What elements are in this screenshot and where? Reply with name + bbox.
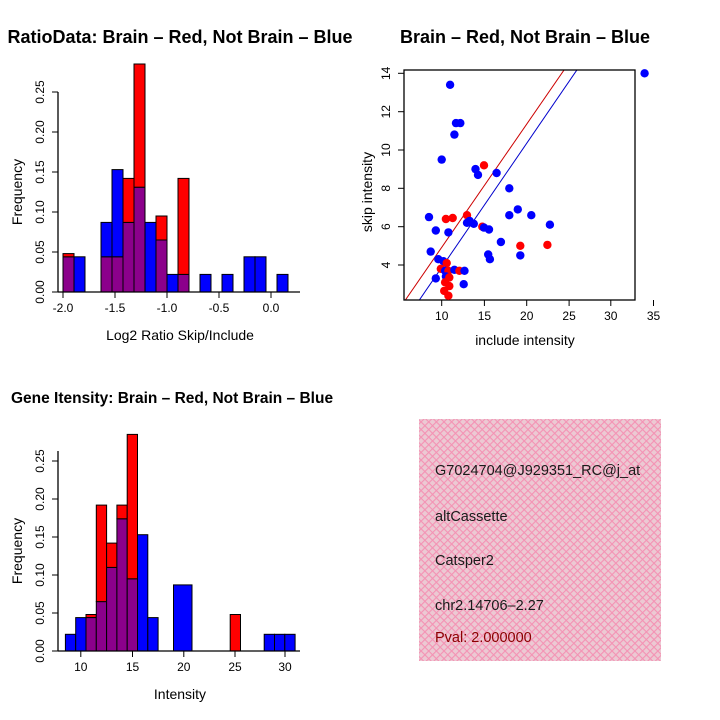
svg-text:Pval: 2.000000: Pval: 2.000000 bbox=[435, 630, 532, 646]
svg-text:6: 6 bbox=[379, 223, 393, 230]
svg-text:Gene Itensity: Brain – Red, No: Gene Itensity: Brain – Red, Not Brain – … bbox=[11, 390, 334, 407]
svg-text:-1.0: -1.0 bbox=[157, 301, 178, 315]
svg-text:-0.5: -0.5 bbox=[209, 301, 230, 315]
svg-text:8: 8 bbox=[379, 185, 393, 192]
svg-text:0.15: 0.15 bbox=[33, 160, 47, 184]
svg-text:0.00: 0.00 bbox=[33, 280, 47, 304]
svg-text:0.25: 0.25 bbox=[33, 80, 47, 104]
svg-text:-2.0: -2.0 bbox=[53, 301, 74, 315]
svg-text:0.00: 0.00 bbox=[33, 639, 47, 663]
svg-text:Frequency: Frequency bbox=[9, 518, 25, 584]
svg-text:15: 15 bbox=[126, 660, 140, 674]
svg-text:10: 10 bbox=[379, 143, 393, 157]
svg-text:0.10: 0.10 bbox=[33, 200, 47, 224]
svg-text:15: 15 bbox=[478, 309, 492, 323]
svg-text:G7024704@J929351_RC@j_at: G7024704@J929351_RC@j_at bbox=[435, 463, 640, 479]
svg-text:0.05: 0.05 bbox=[33, 240, 47, 264]
svg-text:include intensity: include intensity bbox=[475, 332, 575, 348]
svg-text:RatioData: Brain – Red, Not Br: RatioData: Brain – Red, Not Brain – Blue bbox=[7, 27, 352, 47]
svg-text:4: 4 bbox=[379, 261, 393, 268]
svg-text:Log2 Ratio Skip/Include: Log2 Ratio Skip/Include bbox=[106, 327, 254, 343]
svg-text:14: 14 bbox=[379, 66, 393, 80]
svg-text:skip intensity: skip intensity bbox=[360, 152, 375, 232]
svg-text:0.15: 0.15 bbox=[33, 525, 47, 549]
svg-text:0.05: 0.05 bbox=[33, 601, 47, 625]
svg-text:12: 12 bbox=[379, 105, 393, 119]
svg-text:0.25: 0.25 bbox=[33, 449, 47, 473]
svg-text:30: 30 bbox=[604, 309, 618, 323]
svg-text:0.0: 0.0 bbox=[263, 301, 280, 315]
svg-text:35: 35 bbox=[647, 309, 661, 323]
svg-text:chr2.14706–2.27: chr2.14706–2.27 bbox=[435, 598, 544, 614]
svg-text:Brain – Red, Not Brain – Blue: Brain – Red, Not Brain – Blue bbox=[400, 27, 650, 47]
svg-text:-1.5: -1.5 bbox=[105, 301, 126, 315]
svg-text:Intensity: Intensity bbox=[154, 686, 206, 702]
svg-text:20: 20 bbox=[520, 309, 534, 323]
svg-text:25: 25 bbox=[562, 309, 576, 323]
svg-text:10: 10 bbox=[435, 309, 449, 323]
svg-text:20: 20 bbox=[177, 660, 191, 674]
svg-text:0.20: 0.20 bbox=[33, 120, 47, 144]
svg-text:Frequency: Frequency bbox=[9, 159, 25, 225]
svg-text:10: 10 bbox=[74, 660, 88, 674]
svg-text:0.20: 0.20 bbox=[33, 487, 47, 511]
svg-text:altCassette: altCassette bbox=[435, 509, 508, 525]
svg-text:0.10: 0.10 bbox=[33, 563, 47, 587]
svg-text:25: 25 bbox=[228, 660, 242, 674]
svg-text:30: 30 bbox=[278, 660, 292, 674]
svg-text:Catsper2: Catsper2 bbox=[435, 553, 494, 569]
